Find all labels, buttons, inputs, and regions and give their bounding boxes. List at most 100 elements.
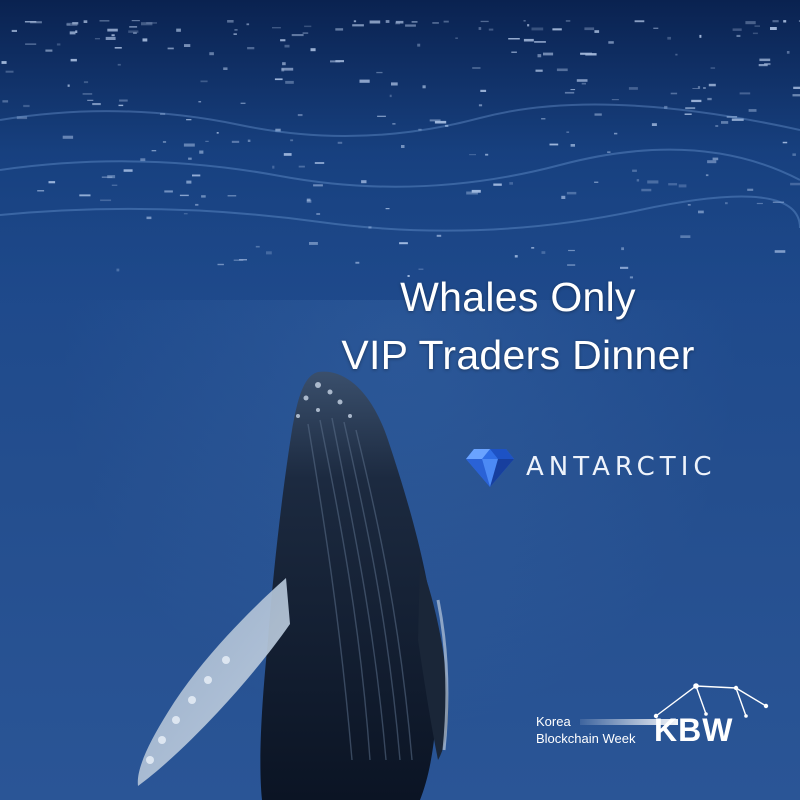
water-glint (568, 249, 575, 252)
water-glint (385, 208, 390, 210)
water-glint (118, 104, 124, 107)
water-glint (200, 80, 208, 83)
water-glint (721, 121, 729, 124)
water-glint (2, 100, 9, 103)
water-glint (377, 115, 386, 117)
water-glint (70, 58, 77, 62)
water-glint (316, 213, 321, 215)
water-glint (541, 118, 546, 120)
water-glint (747, 188, 754, 191)
water-glint (418, 128, 422, 131)
water-glint (699, 34, 702, 38)
water-glint (368, 226, 372, 229)
water-glint (436, 234, 442, 237)
water-glint (772, 201, 785, 203)
water-glint (445, 124, 449, 127)
event-headline: Whales Only VIP Traders Dinner (258, 268, 778, 384)
water-glint (83, 81, 89, 84)
water-glint (565, 20, 571, 22)
water-glint (146, 22, 157, 24)
water-glint (114, 47, 122, 49)
water-glint (697, 86, 701, 89)
kbw-wordmark: KBW (654, 712, 734, 748)
water-glint (527, 24, 530, 27)
water-glint (5, 70, 14, 73)
water-glint (641, 188, 652, 192)
water-glint (523, 20, 526, 22)
water-glint (247, 139, 251, 142)
water-glint (116, 268, 120, 272)
water-glint (752, 32, 758, 35)
water-glint (621, 247, 624, 251)
water-glint (680, 235, 691, 238)
antarctic-wordmark: ANTARCTIC (526, 452, 717, 482)
water-glint (798, 20, 800, 22)
water-glint (302, 32, 309, 34)
water-glint (199, 150, 204, 154)
water-glint (37, 190, 45, 192)
water-glint (313, 184, 323, 187)
water-surface (0, 0, 800, 340)
water-glint (687, 204, 691, 206)
water-glint (48, 181, 56, 184)
water-glint (653, 27, 659, 29)
water-glint (478, 104, 483, 107)
water-glint (594, 181, 599, 183)
water-glint (770, 27, 777, 30)
water-glint (488, 28, 494, 31)
water-glint (632, 169, 637, 172)
water-glint (756, 202, 763, 205)
water-glint (216, 132, 219, 134)
water-glint (417, 43, 421, 47)
water-glint (790, 182, 800, 186)
water-glint (385, 20, 390, 23)
water-glint (205, 140, 209, 142)
water-glint (736, 34, 741, 37)
water-glint (759, 58, 771, 62)
kbw-line-korea: Korea (536, 714, 571, 729)
water-glint (628, 87, 638, 90)
water-glint (708, 83, 716, 87)
water-glint (255, 245, 260, 248)
water-glint (541, 251, 546, 254)
water-glint (101, 176, 113, 178)
water-glint (234, 29, 238, 31)
water-glint (534, 41, 546, 43)
water-glint (355, 261, 360, 264)
water-glint (151, 150, 157, 152)
water-glint (564, 91, 575, 94)
water-glint (480, 20, 489, 23)
water-glint (508, 38, 520, 40)
water-glint (707, 97, 712, 101)
water-glint (634, 20, 645, 23)
water-glint (188, 157, 192, 160)
water-glint (584, 27, 595, 31)
water-glint (429, 119, 441, 122)
water-glint (511, 51, 517, 53)
water-glint (793, 86, 800, 89)
water-glint (297, 114, 303, 117)
water-glint (493, 183, 502, 186)
water-glint (201, 195, 206, 198)
water-glint (561, 195, 566, 199)
water-glint (684, 113, 692, 115)
water-glint (45, 49, 53, 52)
water-glint (129, 26, 138, 28)
water-glint (16, 116, 28, 120)
kbw-logo: Korea Blockchain Week KBW (536, 676, 776, 756)
water-glint (246, 23, 250, 26)
water-glint (670, 92, 678, 95)
water-glint (304, 25, 312, 28)
water-glint (466, 191, 478, 195)
water-glint (614, 132, 618, 135)
water-glint (111, 34, 115, 37)
water-glint (306, 199, 312, 203)
water-glint (392, 123, 396, 125)
water-glint (337, 141, 343, 144)
water-glint (485, 153, 489, 156)
water-glint (443, 20, 449, 23)
water-glint (162, 141, 167, 143)
water-glint (514, 255, 518, 258)
water-glint (647, 180, 659, 184)
